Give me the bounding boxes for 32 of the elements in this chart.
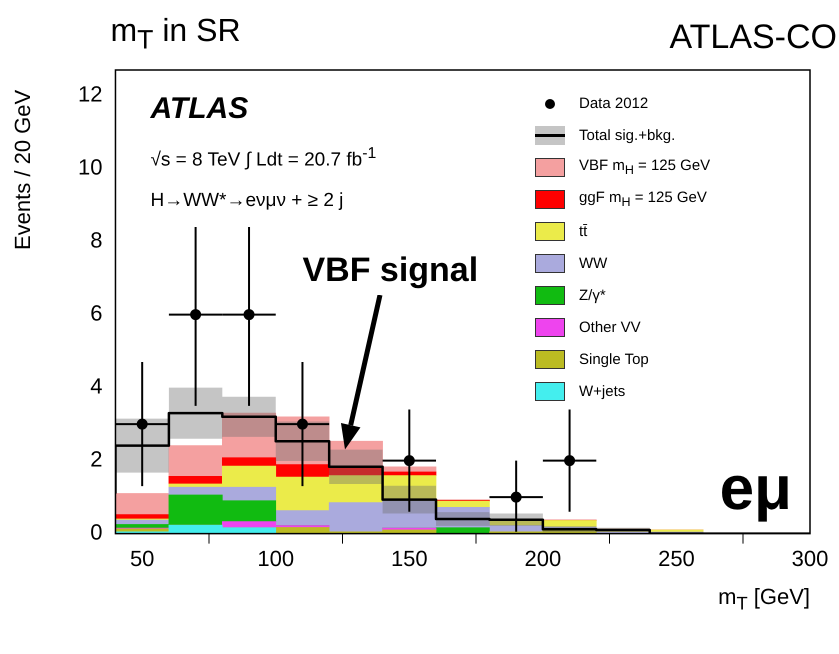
x-tick-label: 250 <box>658 546 695 571</box>
legend-label: VBF m$_{H}$ = 125 GeV <box>579 157 710 177</box>
x-tick-label: 50 <box>130 546 154 571</box>
y-tick-label: 12 <box>78 82 102 107</box>
legend-label: tt̄ <box>579 222 588 240</box>
y-tick-label: 4 <box>90 374 102 399</box>
x-tick-label: 200 <box>524 546 562 571</box>
legend-label: Single Top <box>579 350 649 368</box>
y-tick-label: 10 <box>78 154 102 180</box>
annotation: VBF signal <box>302 250 478 290</box>
y-tick-label: 0 <box>90 520 102 545</box>
legend-label: Z/γ* <box>579 286 606 304</box>
x-axis-title: m$_{T}$ [GeV] <box>718 584 810 614</box>
legend-label: ggF m$_{H}$ = 125 GeV <box>579 189 707 209</box>
y-tick-label: 6 <box>90 300 102 326</box>
x-tick-label: 150 <box>390 546 428 571</box>
chart-title: m$_{T}$ in SR <box>110 12 241 56</box>
y-tick-label: 2 <box>90 446 102 472</box>
annotation: ATLAS <box>150 92 248 126</box>
legend-label: Data 2012 <box>579 94 648 112</box>
text: ATLAS-CO <box>669 18 837 57</box>
x-tick-label: 100 <box>257 546 294 571</box>
annotation: √s = 8 TeV ∫ Ldt = 20.7 fb$^{-1}$ <box>150 145 376 172</box>
x-tick-label: 300 <box>792 546 828 571</box>
legend-label: Total sig.+bkg. <box>579 126 676 144</box>
y-axis-title: Events / 20 GeV <box>10 90 36 250</box>
legend-label: Other VV <box>579 318 641 336</box>
annotation: H→WW*→eνμν + ≥ 2 j <box>150 190 344 212</box>
legend-label: WW <box>579 254 608 272</box>
annotation: eμ <box>720 454 792 524</box>
legend-label: W+jets <box>579 382 626 400</box>
y-tick-label: 8 <box>90 228 102 253</box>
